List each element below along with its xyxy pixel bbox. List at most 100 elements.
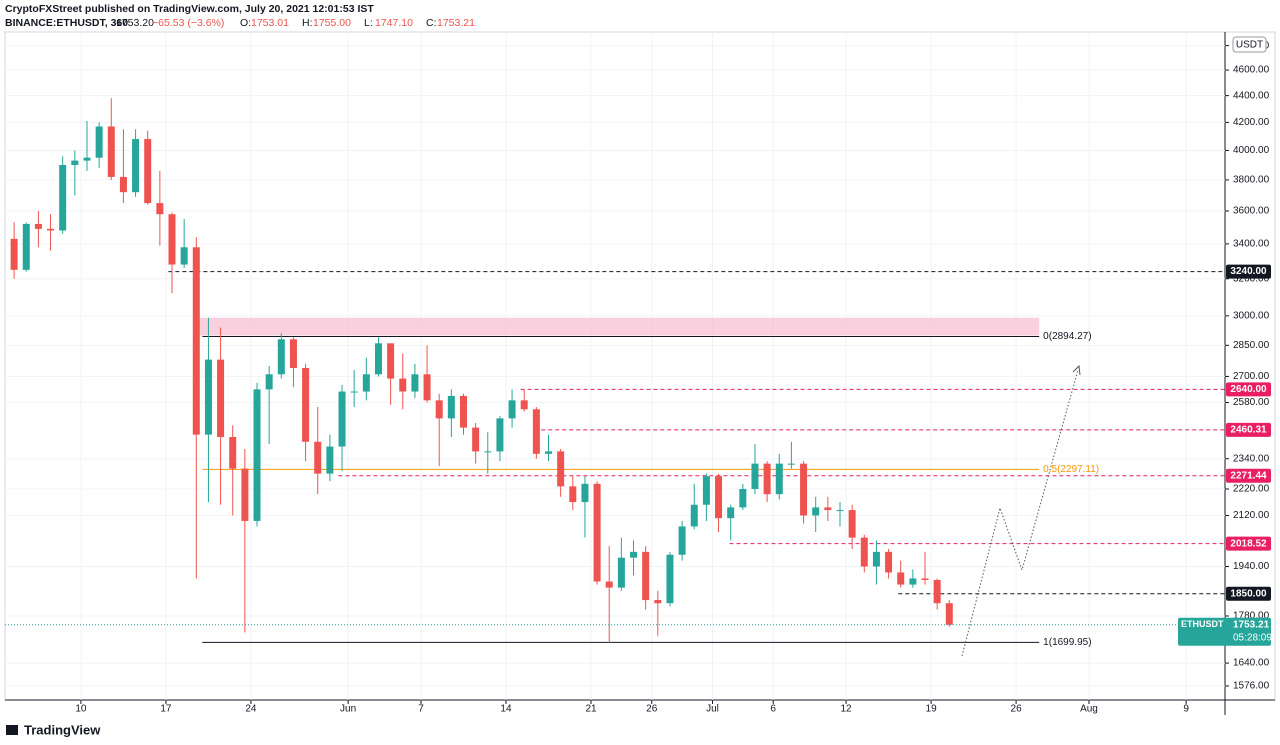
candle-body [885,551,893,573]
candle-body [690,504,698,527]
candle-body [302,367,310,442]
candle-body [374,343,382,375]
candle-body [642,551,650,601]
candle-body [119,176,127,193]
candle-body [168,214,176,265]
candle-body [848,510,856,538]
candle-body [800,463,808,516]
candle-body [630,551,638,558]
candle-body [362,374,370,392]
last-price-label: 1753.21 [1233,619,1270,630]
countdown: 05:28:09 [1233,632,1272,643]
logo-text: TradingView [24,722,101,737]
candle-body [545,451,553,454]
candle-body [836,510,844,512]
candle-body [909,578,917,585]
y-tick-label: 3600.00 [1233,206,1270,217]
ohlc-label: C: [426,17,437,29]
fib-label: 0(2894.27) [1043,331,1091,342]
ohlc: O: 1753.01 H: 1755.00 L: 1747.10 C: 1753.21 [240,17,475,29]
x-tick-label: 12 [841,704,853,715]
candle-body [83,157,91,161]
x-tick-label: 17 [160,704,172,715]
last-price-box [1178,617,1271,646]
candle-body [204,359,212,435]
last-price-symbol: ETHUSDT [1181,619,1224,629]
candle-body [47,228,55,231]
candle-body [824,507,832,511]
level-label: 2640.00 [1230,384,1267,395]
y-tick-label: 2340.00 [1233,453,1270,464]
y-tick-label: 4200.00 [1233,117,1270,128]
candle-body [253,389,261,521]
tradingview-logo: TradingView [6,722,101,737]
candle-body [872,551,880,567]
candle-body [787,463,795,465]
candle-body [95,126,103,158]
candle-body [107,126,115,177]
y-tick-label: 3200.00 [1233,273,1270,284]
x-tick-label: 6 [770,704,776,715]
x-tick-label: 10 [75,704,87,715]
fib-label: 0.5(2297.11) [1043,464,1099,475]
x-tick-label: 21 [585,704,597,715]
candle-body [350,391,358,393]
change: −65.53 (−3.6%) [152,17,224,29]
y-tick-label: 1640.00 [1233,658,1270,669]
candle-body [447,395,455,419]
ohlc-label: O: [240,17,251,29]
candle-body [557,451,565,487]
unit-box [1232,36,1267,53]
y-tick-label: 4000.00 [1233,145,1270,156]
candle-body [569,486,577,503]
candle-body [180,247,188,265]
candle-body [933,579,941,604]
candle-body [666,554,674,604]
candle-body [945,603,953,625]
candle-body [897,572,905,585]
projection-path [961,369,1079,657]
x-tick-label: 19 [926,704,938,715]
candle-body [739,488,747,508]
candle-body [144,139,152,204]
y-tick-label: 1940.00 [1233,561,1270,572]
candle-body [10,238,18,270]
x-tick-label: Jul [706,704,719,715]
candle-body [484,451,492,453]
symbol: BINANCE:ETHUSDT, 360 [5,17,128,29]
candle-body [156,203,164,215]
candle-body [581,483,589,503]
level-label: 1850.00 [1230,588,1267,599]
resistance-zone [195,317,1040,336]
y-tick-label: 3800.00 [1233,175,1270,186]
candle-body [265,374,273,390]
candle-body [727,507,735,519]
ohlc-value: 1753.21 [437,17,475,29]
x-tick-label: 14 [500,704,512,715]
candle-body [654,600,662,604]
candle-body [229,437,237,469]
candle-body [617,557,625,588]
candle-body [411,374,419,392]
candle-body [34,223,42,229]
candle-body [605,581,613,588]
ohlc-value: 1753.01 [251,17,289,29]
candle-body [217,359,225,438]
candle-body [715,476,723,519]
candle-body [508,400,516,419]
candle-body [192,247,200,435]
y-tick-label: 3400.00 [1233,239,1270,250]
candle-body [326,446,334,474]
y-tick-label: 2120.00 [1233,510,1270,521]
candle-body [678,526,686,555]
y-tick-label: 2850.00 [1233,340,1270,351]
level-label: 2271.44 [1230,470,1267,481]
ohlc-value: 1755.00 [313,17,351,29]
candle-body [860,537,868,567]
x-tick-label: 9 [1183,704,1189,715]
level-box [1226,536,1271,551]
x-tick-label: 26 [646,704,658,715]
candle-body [338,391,346,447]
candle-body [812,507,820,516]
